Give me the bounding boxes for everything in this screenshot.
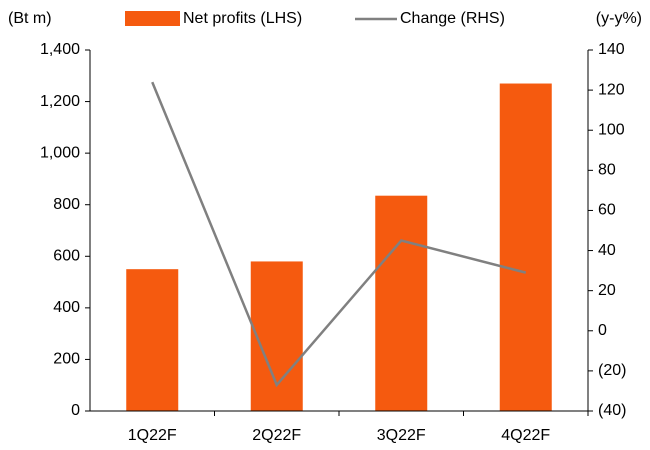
y2-tick-label: 0	[598, 322, 607, 339]
x-tick-label: 2Q22F	[252, 427, 301, 444]
bar	[499, 83, 552, 412]
y2-tick-label: 40	[598, 242, 616, 259]
y2-tick-label: 100	[598, 121, 625, 138]
y2-axis-label: (y-y%)	[596, 10, 642, 27]
y-tick-label: 1,000	[40, 144, 80, 161]
x-tick-label: 4Q22F	[501, 427, 550, 444]
y-tick-label: 200	[53, 351, 80, 368]
x-tick-label: 3Q22F	[377, 427, 426, 444]
legend-label: Change (RHS)	[400, 10, 505, 27]
y2-tick-label: (40)	[598, 402, 626, 419]
y2-tick-label: 60	[598, 202, 616, 219]
legend-label: Net profits (LHS)	[183, 10, 302, 27]
bar	[375, 195, 428, 411]
x-tick-label: 1Q22F	[128, 427, 177, 444]
y-tick-label: 1,200	[40, 93, 80, 110]
y-tick-label: 400	[53, 299, 80, 316]
y-axis-label: (Bt m)	[8, 10, 52, 27]
y-tick-label: 0	[71, 402, 80, 419]
bar	[126, 269, 179, 411]
y2-tick-label: (20)	[598, 362, 626, 379]
y2-tick-label: 120	[598, 81, 625, 98]
y2-tick-label: 20	[598, 282, 616, 299]
y-tick-label: 800	[53, 196, 80, 213]
bar	[250, 261, 303, 411]
legend-swatch	[125, 11, 180, 26]
y-tick-label: 1,400	[40, 41, 80, 58]
line	[151, 81, 527, 388]
y2-tick-label: 140	[598, 41, 625, 58]
y-tick-label: 600	[53, 248, 80, 265]
y2-tick-label: 80	[598, 162, 616, 179]
